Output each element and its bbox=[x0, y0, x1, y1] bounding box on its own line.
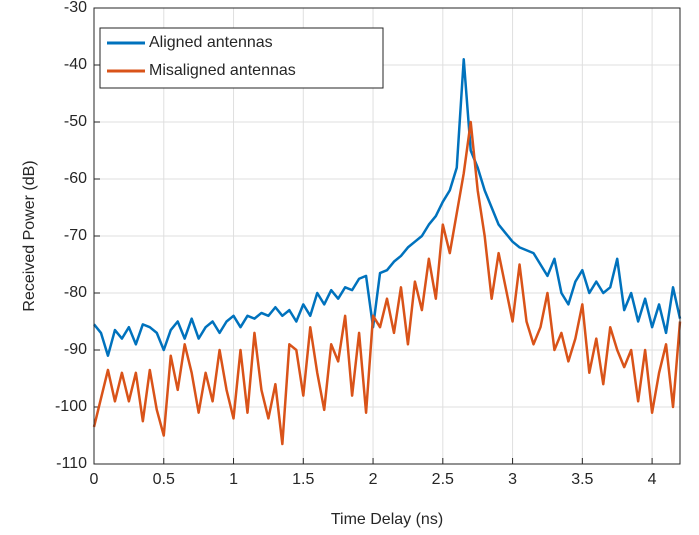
x-tick-label: 0.5 bbox=[153, 471, 175, 488]
legend-box bbox=[99, 27, 384, 89]
y-tick-label: -70 bbox=[64, 227, 87, 244]
y-tick-label: -80 bbox=[64, 284, 87, 301]
data-line bbox=[93, 58, 682, 357]
x-tick-label: 3.5 bbox=[571, 471, 593, 488]
x-axis-label: Time Delay (ns) bbox=[331, 511, 443, 528]
y-tick-label: -50 bbox=[64, 113, 87, 130]
plot-frame bbox=[93, 7, 681, 465]
x-tick-label: 2 bbox=[369, 471, 378, 488]
x-tick-label: 0 bbox=[90, 471, 99, 488]
x-tick-label: 1 bbox=[229, 471, 238, 488]
y-tick-label: -90 bbox=[64, 341, 87, 358]
y-tick-label: -30 bbox=[64, 0, 87, 16]
y-tick-label: -40 bbox=[64, 56, 87, 73]
legend-label: Aligned antennas bbox=[149, 34, 273, 51]
x-tick-label: 4 bbox=[648, 471, 657, 488]
x-tick-label: 2.5 bbox=[432, 471, 454, 488]
y-tick-label: -60 bbox=[64, 170, 87, 187]
legend-label: Misaligned antennas bbox=[149, 62, 296, 79]
data-line bbox=[92, 120, 682, 446]
y-tick-label: -110 bbox=[56, 455, 87, 472]
x-tick-label: 3 bbox=[508, 471, 517, 488]
x-tick-label: 1.5 bbox=[292, 471, 314, 488]
y-tick-label: -100 bbox=[55, 398, 87, 415]
y-axis-label: Received Power (dB) bbox=[21, 160, 38, 311]
